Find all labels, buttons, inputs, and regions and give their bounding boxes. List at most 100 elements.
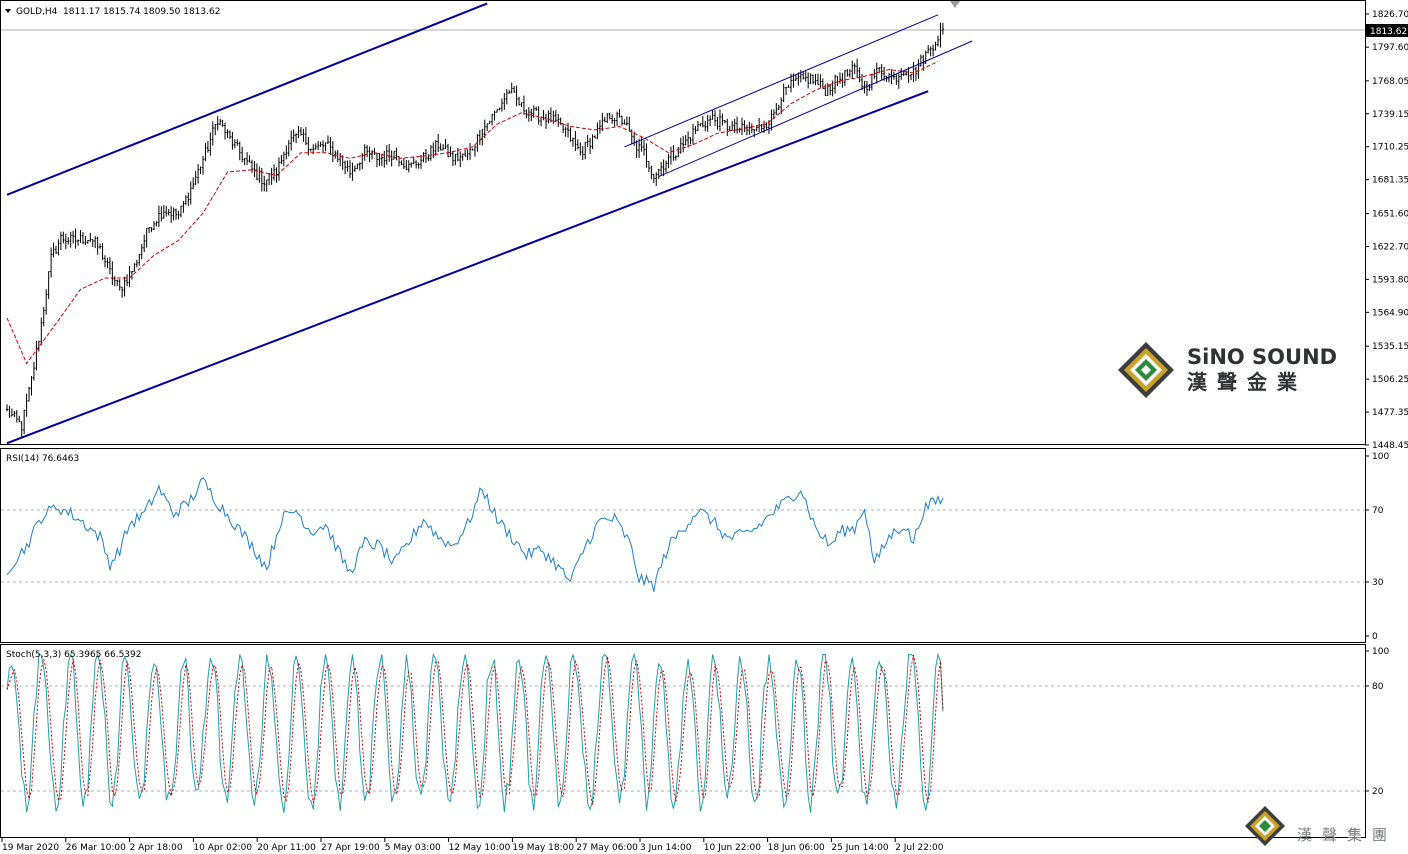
price-bar [104, 255, 106, 268]
price-bar [655, 172, 658, 186]
price-bar [59, 231, 62, 251]
price-bar [498, 107, 501, 111]
price-bar [638, 138, 641, 158]
price-bar [598, 120, 601, 134]
price-bar [150, 227, 153, 233]
price-bar [736, 116, 739, 134]
rsi-pane[interactable] [0, 448, 1366, 643]
price-bar [689, 137, 692, 145]
price-bar [831, 80, 834, 97]
price-bar [679, 137, 682, 154]
channel-outer-lower-line[interactable] [6, 90, 929, 444]
price-bar [84, 235, 87, 246]
price-bar [858, 67, 861, 83]
price-bar [834, 74, 837, 94]
price-bar [280, 154, 283, 165]
price-bar [848, 69, 851, 78]
price-bar [839, 72, 841, 84]
price-bar [143, 234, 146, 253]
price-bar [221, 119, 224, 127]
price-bar [182, 200, 185, 213]
price-bar [133, 263, 136, 273]
chart-title-symbol: GOLD,H4 [16, 7, 58, 17]
price-bar [211, 121, 214, 146]
price-bar [10, 408, 13, 417]
price-bar [554, 110, 557, 122]
price-bar [96, 236, 99, 255]
price-bar [777, 104, 780, 110]
price-bar [77, 239, 80, 246]
price-bar [393, 150, 396, 160]
channel-inner-lower-line[interactable] [658, 40, 973, 178]
price-bar [290, 130, 293, 151]
price-tick-label: 1681.35 [1372, 176, 1408, 186]
price-bar [775, 102, 778, 115]
time-tick-label: 2 Jul 22:00 [895, 843, 944, 853]
price-bar [179, 205, 182, 218]
time-tick-label: 26 Mar 10:00 [66, 843, 126, 853]
price-bar [902, 70, 905, 76]
price-bar [657, 168, 660, 179]
price-bar [643, 139, 645, 156]
price-bar [277, 157, 280, 181]
price-bar [941, 22, 944, 35]
price-bar [905, 70, 908, 76]
price-tick-label: 1448.45 [1372, 441, 1408, 451]
stoch-main-line [6, 652, 944, 813]
price-bar [282, 151, 285, 167]
price-bar [118, 279, 121, 291]
price-bar [6, 404, 8, 412]
price-bar [508, 90, 511, 94]
price-bar [454, 153, 457, 166]
price-tick-label: 1564.90 [1372, 308, 1408, 318]
price-bar [912, 61, 915, 82]
price-bar [785, 86, 788, 96]
price-bar [667, 153, 670, 169]
price-bar [69, 231, 72, 248]
rsi-tick-label: 0 [1372, 632, 1378, 642]
price-bar [447, 143, 449, 158]
price-bar [914, 66, 917, 81]
price-bar [650, 165, 653, 180]
price-tick-label: 1477.35 [1372, 408, 1408, 418]
chart-shift-marker-icon[interactable] [950, 1, 960, 8]
watermark: SiNO SOUND 漢聲金業 漢聲集團 [1118, 342, 1387, 846]
price-bar [704, 120, 707, 132]
price-bar [897, 73, 900, 89]
price-bar [493, 110, 496, 121]
price-bar [571, 137, 574, 147]
price-bar [165, 205, 168, 217]
price-bar [878, 67, 881, 74]
price-bar [603, 116, 606, 123]
price-bar [412, 156, 415, 165]
price-tick-label: 1506.25 [1372, 375, 1408, 385]
channel-inner-upper-line[interactable] [624, 14, 939, 148]
time-axis[interactable]: 19 Mar 2020 26 Mar 10:00 2 Apr 18:00 10 Apr… [1, 838, 944, 853]
price-bar [647, 160, 650, 173]
price-bar [660, 162, 663, 176]
price-bar [677, 146, 680, 158]
price-bar [851, 60, 854, 79]
price-bar [317, 141, 320, 151]
price-tick-label: 1739.15 [1372, 110, 1408, 120]
price-tick-label: 1651.60 [1372, 210, 1408, 220]
price-bar [390, 150, 393, 167]
price-bar [853, 63, 856, 74]
price-tick-label: 1768.05 [1372, 77, 1408, 87]
price-bar [67, 237, 70, 245]
price-bar [13, 410, 16, 418]
price-bar [611, 114, 614, 124]
price-bar [699, 123, 702, 127]
price-bar [206, 141, 209, 153]
price-bar [589, 137, 592, 155]
price-bar [99, 243, 102, 249]
price-bar [172, 207, 175, 221]
price-axis[interactable]: 1826.70 1797.60 1768.05 1739.15 1710.25 1681.… [1365, 10, 1408, 451]
channel-outer-upper-line[interactable] [6, 2, 488, 196]
symbol-dropdown-icon[interactable] [5, 9, 11, 13]
price-bar [20, 421, 23, 438]
price-bar [620, 115, 623, 126]
price-bar [395, 147, 398, 161]
price-bar [79, 230, 82, 243]
svg-text:1813.62: 1813.62 [1370, 27, 1407, 37]
